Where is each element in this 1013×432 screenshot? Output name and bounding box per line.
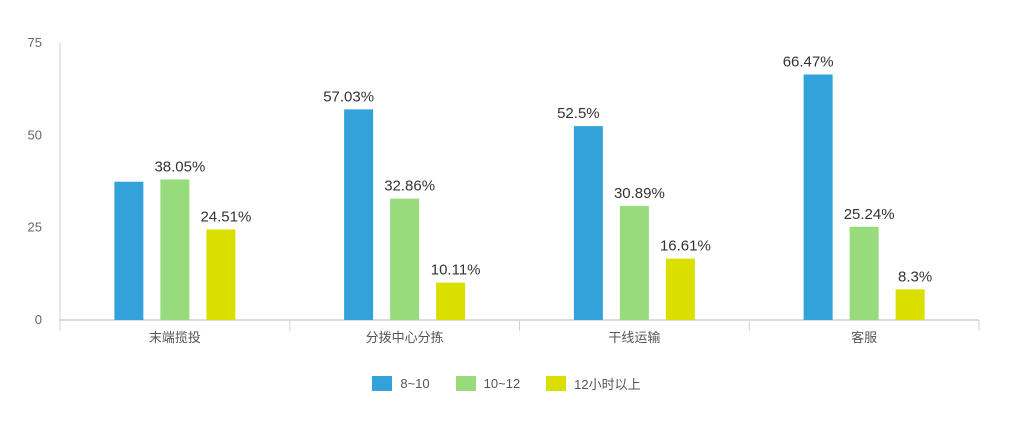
bar-value-label: 32.86% <box>384 178 435 195</box>
bar[interactable] <box>895 289 925 320</box>
x-axis: 末端揽投 分拨中心分拣 干线运输 客服 <box>59 319 980 345</box>
x-category-label: 客服 <box>851 330 877 345</box>
y-tick-label: 50 <box>28 127 42 142</box>
y-tick-label: 0 <box>35 312 42 327</box>
bar[interactable] <box>160 179 190 320</box>
bar-value-label: 24.51% <box>200 208 251 225</box>
legend-item-10-12[interactable]: 10~12 <box>455 374 521 393</box>
bar-series-group <box>114 74 925 320</box>
bar-value-label: 30.89% <box>614 185 665 202</box>
legend-item-12-plus[interactable]: 12小时以上 <box>546 374 641 393</box>
x-category-label: 末端揽投 <box>149 330 201 345</box>
y-axis: 0 25 50 75 <box>28 35 61 331</box>
y-tick-label: 25 <box>28 220 42 235</box>
bar-value-label: 16.61% <box>660 238 711 255</box>
bar-value-label: 52.5% <box>557 105 600 122</box>
legend: 8~10 10~12 12小时以上 <box>0 374 1013 393</box>
bar-value-label: 57.03% <box>323 88 374 105</box>
legend-label: 10~12 <box>483 376 521 391</box>
bar[interactable] <box>849 226 879 320</box>
legend-label: 12小时以上 <box>574 377 641 392</box>
x-category-label: 分拨中心分拣 <box>366 330 444 345</box>
bar[interactable] <box>390 198 420 320</box>
bar[interactable] <box>114 181 144 320</box>
legend-swatch-icon <box>372 376 393 391</box>
bar[interactable] <box>803 74 833 320</box>
bar-value-label: 66.47% <box>783 54 834 71</box>
x-category-label: 干线运输 <box>608 330 660 345</box>
legend-swatch-icon <box>546 376 567 391</box>
bar[interactable] <box>573 126 603 320</box>
bar[interactable] <box>619 205 649 320</box>
bar[interactable] <box>665 258 695 320</box>
legend-label: 8~10 <box>400 376 430 391</box>
bar-value-label: 25.24% <box>844 206 895 223</box>
legend-swatch-icon <box>455 376 476 391</box>
bar[interactable] <box>344 109 374 320</box>
legend-item-8-10[interactable]: 8~10 <box>372 374 430 393</box>
value-labels: 38.05% 24.51% 57.03% 32.86% 10.11% 52.5% 30.89… <box>154 54 932 286</box>
y-tick-label: 75 <box>28 35 42 50</box>
bar-value-label: 10.11% <box>431 262 481 279</box>
bar-value-label: 38.05% <box>154 158 205 175</box>
bar[interactable] <box>436 282 466 320</box>
bar-value-label: 8.3% <box>898 268 932 285</box>
bar[interactable] <box>206 229 236 320</box>
